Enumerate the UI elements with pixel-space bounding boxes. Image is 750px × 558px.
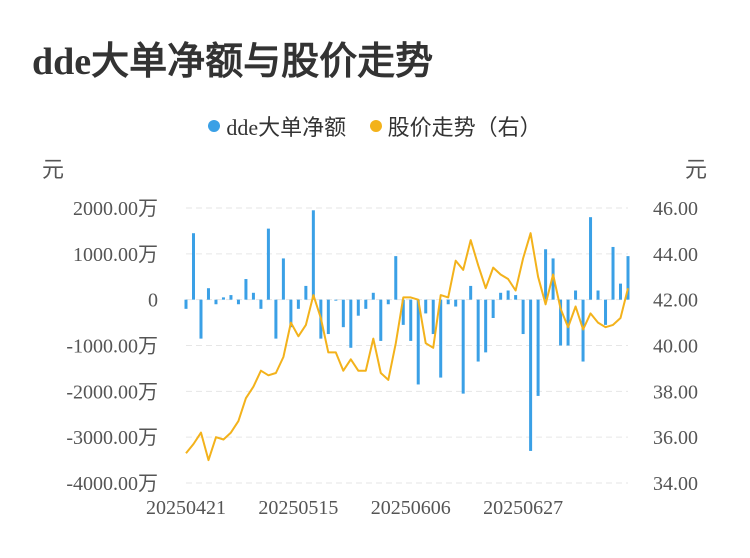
right-tick-label: 34.00: [653, 473, 698, 495]
bar: [251, 292, 255, 300]
bar: [596, 290, 600, 300]
bar: [281, 258, 285, 300]
bar: [266, 228, 270, 300]
bar: [371, 292, 375, 300]
bar: [514, 295, 518, 300]
bar: [604, 299, 608, 325]
bar: [416, 299, 420, 385]
left-tick-label: 1000.00万: [73, 244, 158, 266]
bar: [199, 299, 203, 339]
left-tick-label: -3000.00万: [66, 427, 158, 449]
bar: [191, 233, 195, 300]
bar: [184, 299, 188, 309]
bar: [244, 279, 248, 300]
bar: [379, 299, 383, 341]
price-line: [185, 232, 629, 462]
bar: [589, 217, 593, 300]
bar: [446, 299, 450, 305]
left-axis-unit: 元: [42, 157, 64, 182]
bar: [401, 299, 405, 325]
bar: [259, 299, 263, 309]
right-tick-label: 42.00: [653, 290, 698, 312]
left-tick-label: 0: [148, 290, 158, 312]
x-tick-label: 20250421: [146, 497, 226, 519]
right-tick-label: 40.00: [653, 336, 698, 358]
bar: [506, 290, 510, 300]
bar: [364, 299, 368, 309]
bar: [289, 299, 293, 328]
right-tick-label: 36.00: [653, 427, 698, 449]
x-tick-label: 20250627: [483, 497, 563, 519]
chart-title: dde大单净额与股价走势: [32, 41, 434, 83]
bar: [341, 299, 345, 328]
bar: [619, 283, 623, 300]
legend-dot-dde: [208, 120, 221, 132]
bar: [611, 246, 615, 300]
bar: [206, 288, 210, 300]
right-tick-label: 46.00: [653, 198, 698, 220]
bar: [214, 299, 218, 305]
legend-item-price[interactable]: 股价走势（右）: [369, 110, 542, 142]
bar: [529, 299, 533, 451]
left-tick-label: 2000.00万: [73, 198, 158, 220]
legend-label-price: 股价走势（右）: [387, 115, 542, 140]
bar: [461, 299, 465, 394]
bar: [236, 299, 240, 305]
bar: [544, 249, 548, 300]
bar: [521, 299, 525, 335]
bar: [409, 299, 413, 341]
left-tick-label: -1000.00万: [66, 336, 158, 358]
bar: [326, 299, 330, 335]
bar: [221, 297, 225, 300]
bar: [311, 210, 315, 300]
right-tick-label: 44.00: [653, 244, 698, 266]
bar: [424, 299, 428, 314]
bar: [439, 299, 443, 378]
bar: [469, 285, 473, 300]
bar: [394, 256, 398, 300]
bar: [491, 299, 495, 318]
bar: [386, 299, 390, 305]
bar: [296, 299, 300, 309]
right-tick-label: 38.00: [653, 381, 698, 403]
bar: [626, 256, 630, 300]
bar: [334, 299, 338, 301]
bar: [229, 295, 233, 300]
legend-item-dde[interactable]: dde大单净额: [208, 110, 346, 142]
left-tick-label: -4000.00万: [66, 473, 158, 495]
bar: [349, 299, 353, 348]
bar: [574, 290, 578, 300]
bar: [536, 299, 540, 396]
bar: [476, 299, 480, 362]
x-tick-label: 20250515: [258, 497, 338, 519]
bar: [454, 299, 458, 307]
x-tick-label: 20250606: [371, 497, 451, 519]
left-tick-label: -2000.00万: [66, 381, 158, 403]
legend-dot-price: [369, 120, 382, 132]
right-axis-unit: 元: [685, 157, 707, 182]
bar: [484, 299, 488, 353]
bar: [559, 299, 563, 346]
bar: [274, 299, 278, 339]
bar: [304, 285, 308, 300]
bar: [431, 299, 435, 335]
bar: [356, 299, 360, 316]
bar: [581, 299, 585, 362]
bar: [566, 299, 570, 346]
legend: dde大单净额 股价走势（右）: [0, 110, 750, 142]
bar: [499, 292, 503, 300]
legend-label-dde: dde大单净额: [226, 115, 347, 140]
